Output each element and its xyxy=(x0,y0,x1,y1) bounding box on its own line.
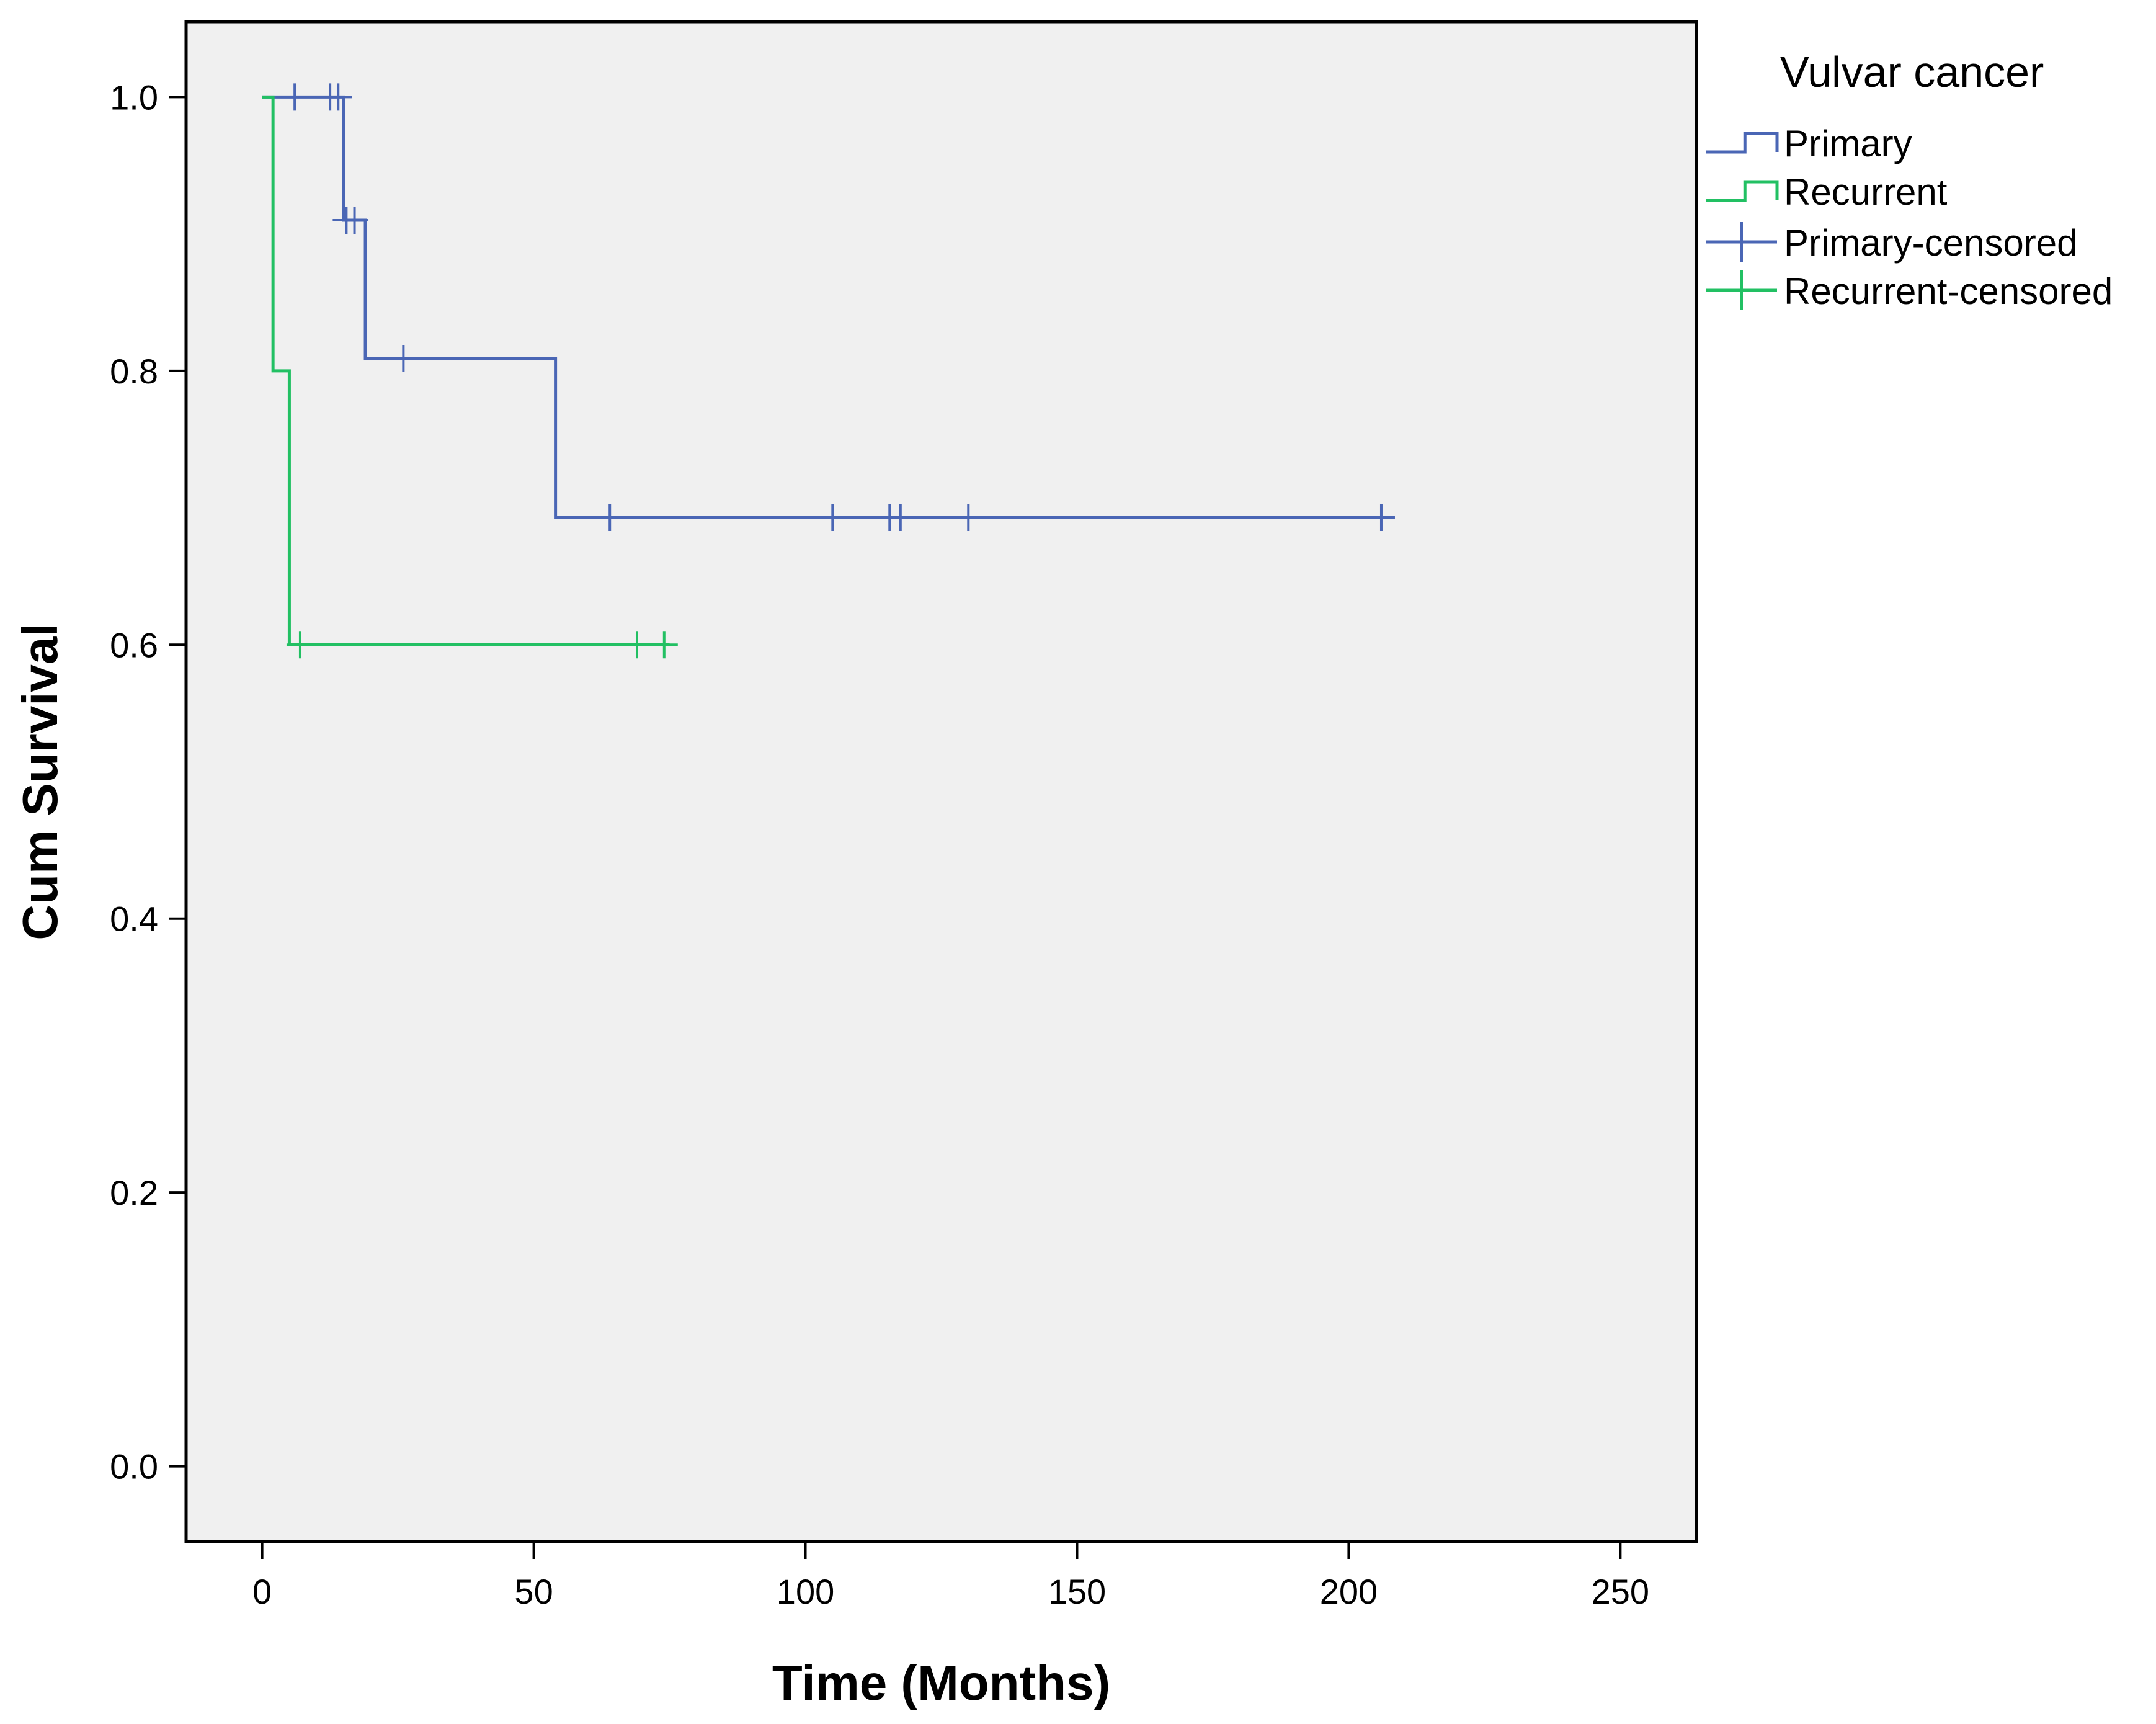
legend-label: Primary xyxy=(1784,123,1912,164)
km-curve-primary xyxy=(262,95,1387,519)
censor-mark xyxy=(955,504,982,532)
series-recurrent xyxy=(262,95,678,659)
legend-label: Recurrent xyxy=(1784,171,1948,213)
y-tick-label: 0.4 xyxy=(110,900,158,939)
legend-label: Primary-censored xyxy=(1784,222,2077,264)
y-axis-title: Cum Survival xyxy=(12,623,68,940)
y-tick-label: 0.6 xyxy=(110,625,158,664)
legend-entry-primary-censored: Primary-censored xyxy=(1706,222,2077,264)
km-curve-recurrent xyxy=(262,95,670,646)
legend-entry-recurrent-censored: Recurrent-censored xyxy=(1706,270,2113,312)
legend-swatch-step xyxy=(1706,180,1779,202)
x-tick-label: 0 xyxy=(252,1572,272,1611)
x-tick-label: 150 xyxy=(1048,1572,1106,1611)
legend-title: Vulvar cancer xyxy=(1780,48,2044,96)
y-tick-label: 0.8 xyxy=(110,352,158,391)
x-axis: 0 50 100 150 200 250 xyxy=(252,1542,1649,1611)
y-tick-label: 1.0 xyxy=(110,78,158,117)
censor-mark xyxy=(324,83,352,111)
plot-frame xyxy=(184,20,1698,1543)
legend-swatch-step xyxy=(1706,132,1779,154)
series-layer xyxy=(262,83,1395,659)
x-tick-label: 250 xyxy=(1592,1572,1649,1611)
legend-entry-primary: Primary xyxy=(1706,123,1912,164)
censor-mark xyxy=(390,344,417,372)
censor-mark xyxy=(286,631,314,659)
censor-mark xyxy=(1367,504,1395,532)
x-tick-label: 200 xyxy=(1320,1572,1378,1611)
y-tick-label: 0.2 xyxy=(110,1173,158,1212)
y-tick-label: 0.0 xyxy=(110,1447,158,1486)
series-primary xyxy=(262,83,1395,532)
censor-mark xyxy=(281,83,309,111)
x-tick-label: 50 xyxy=(514,1572,553,1611)
x-axis-title: Time (Months) xyxy=(772,1655,1110,1710)
legend: Vulvar cancer Primary Recurrent Primary-ce… xyxy=(1706,48,2113,312)
censor-mark xyxy=(623,631,651,659)
censor-mark xyxy=(650,631,678,659)
censor-mark xyxy=(819,504,847,532)
censor-mark xyxy=(596,504,624,532)
censor-mark xyxy=(341,207,368,234)
x-tick-label: 100 xyxy=(777,1572,834,1611)
legend-label: Recurrent-censored xyxy=(1784,270,2113,312)
y-axis: 0.0 0.2 0.4 0.6 0.8 1.0 xyxy=(110,78,186,1486)
censor-mark xyxy=(886,504,914,532)
legend-entry-recurrent: Recurrent xyxy=(1706,171,1948,213)
plot-area xyxy=(186,22,1696,1542)
